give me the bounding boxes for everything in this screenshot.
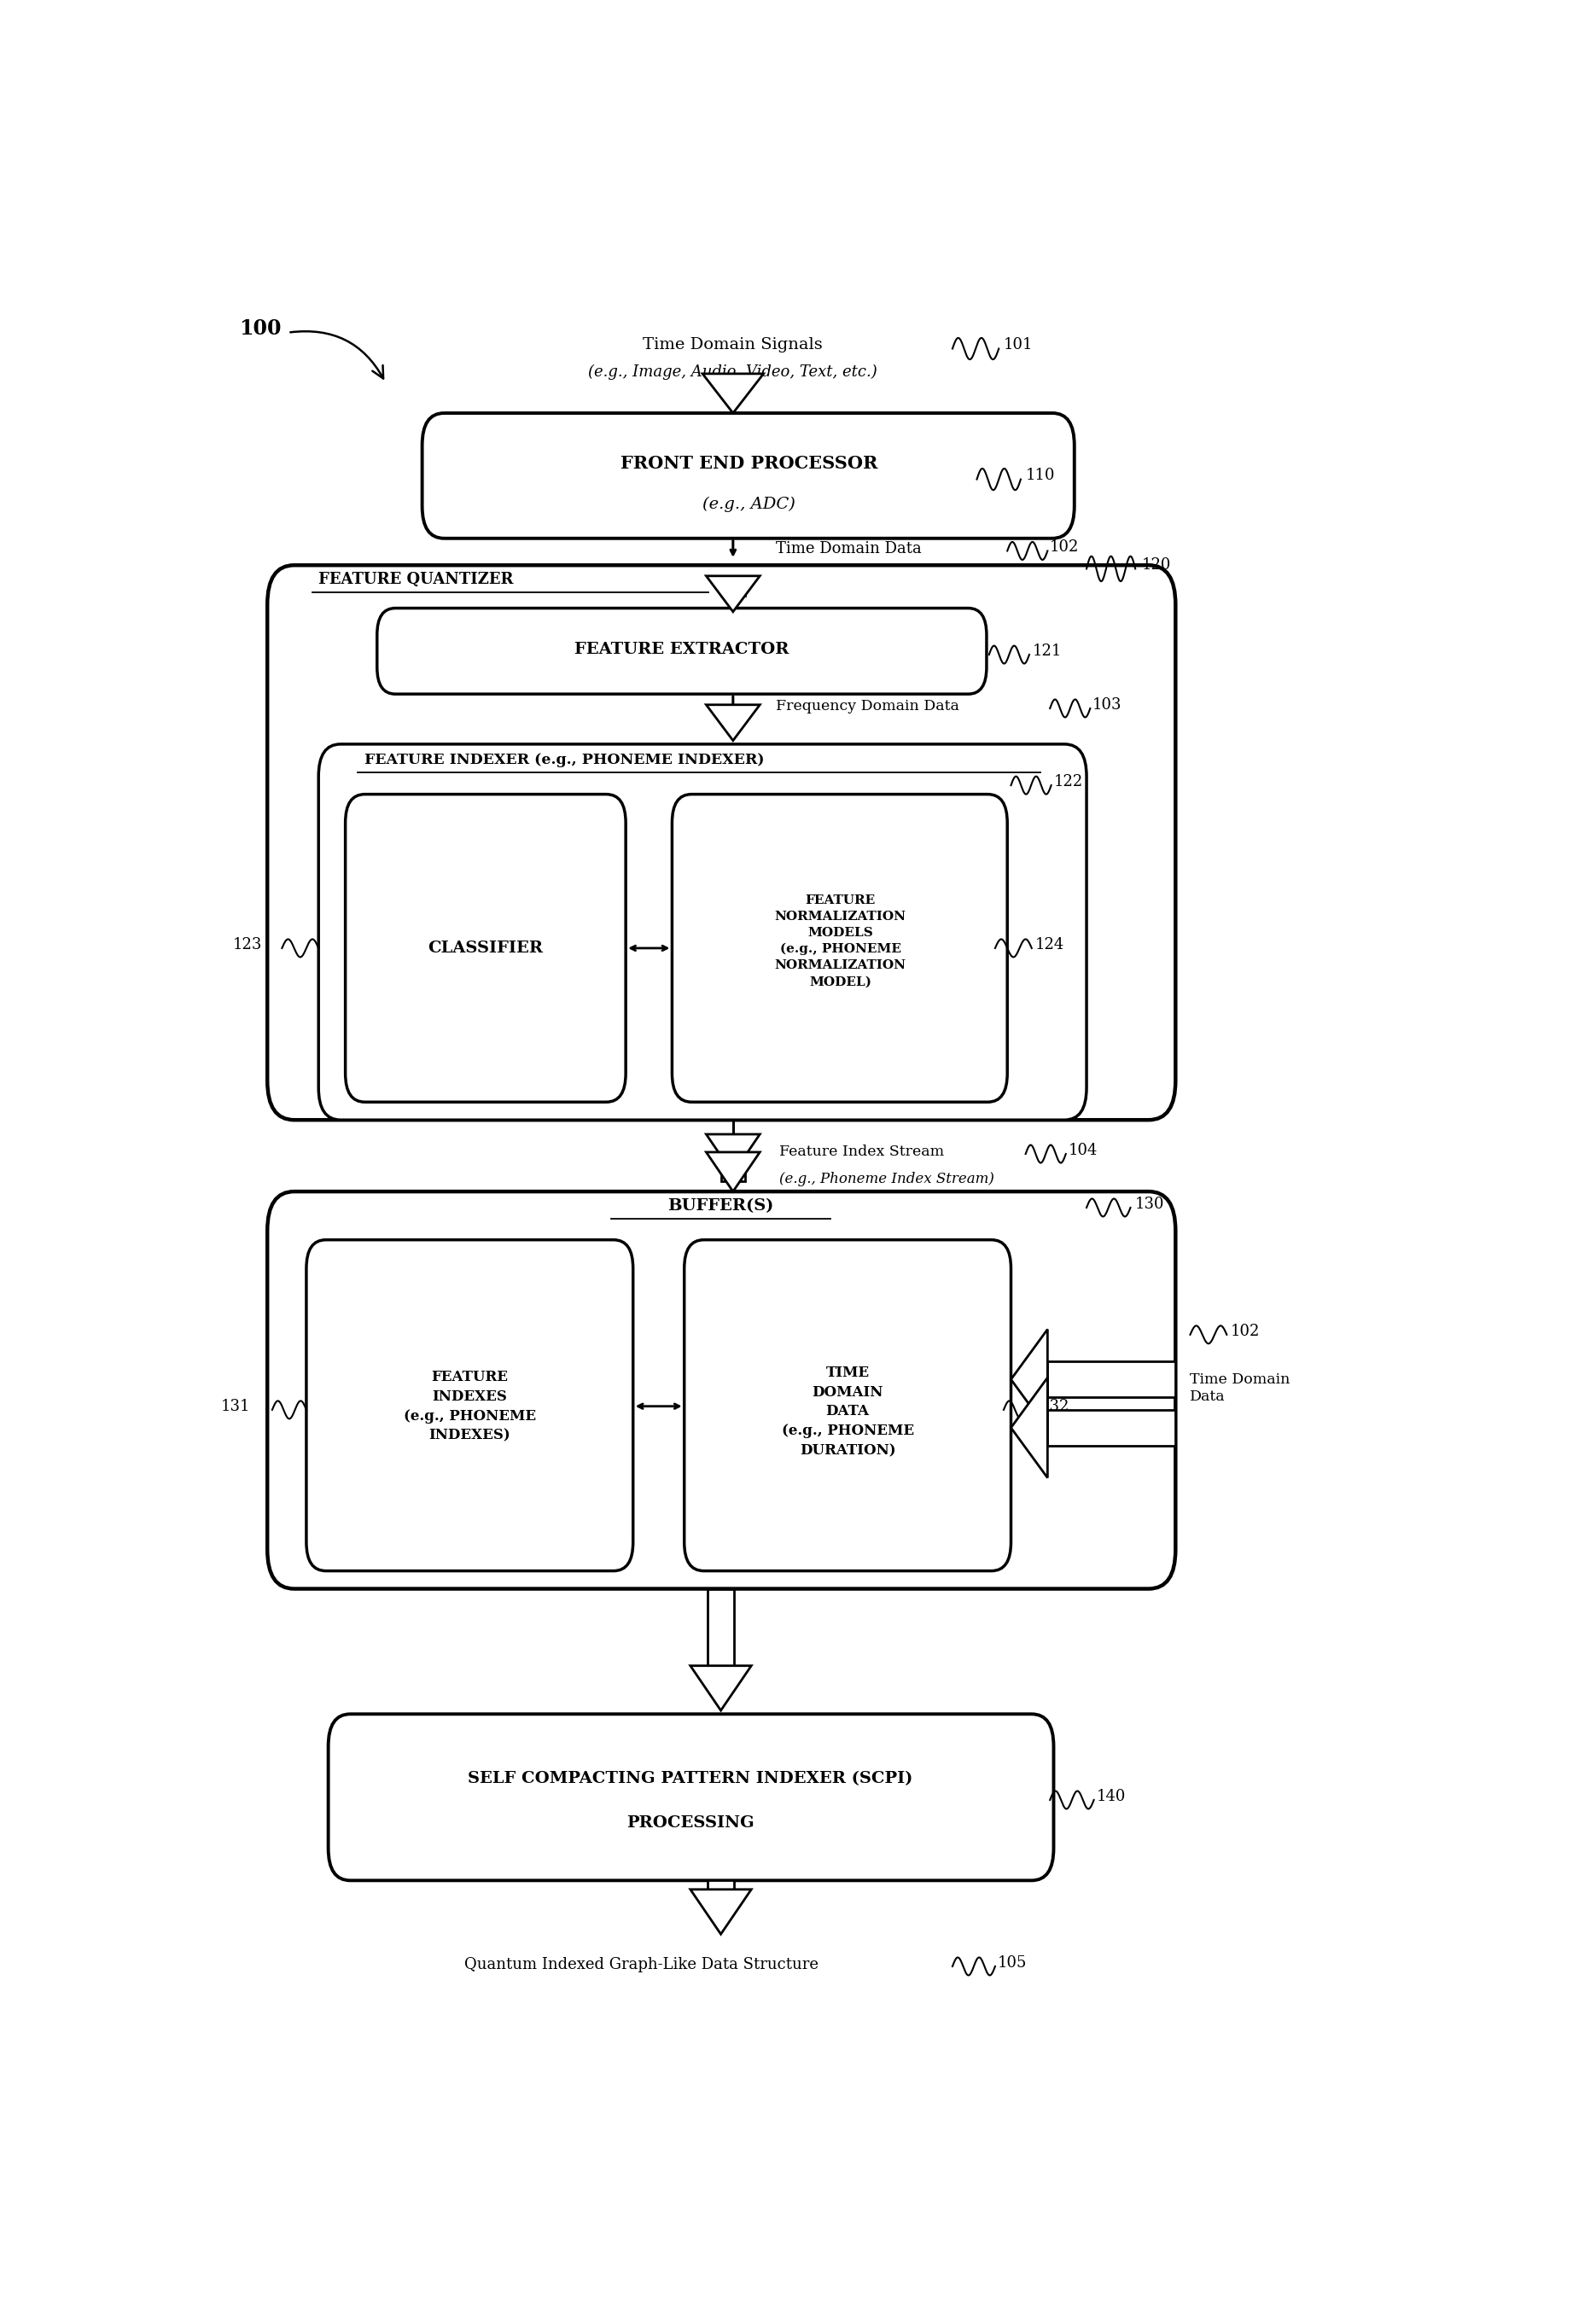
Polygon shape <box>720 1134 746 1146</box>
FancyBboxPatch shape <box>267 565 1175 1120</box>
FancyBboxPatch shape <box>422 414 1074 539</box>
Text: (e.g., ADC): (e.g., ADC) <box>703 497 796 511</box>
Polygon shape <box>706 1153 760 1192</box>
Polygon shape <box>706 1134 760 1174</box>
Text: SELF COMPACTING PATTERN INDEXER (SCPI): SELF COMPACTING PATTERN INDEXER (SCPI) <box>467 1771 912 1787</box>
Text: 110: 110 <box>1026 467 1055 483</box>
FancyBboxPatch shape <box>378 609 986 695</box>
Text: 140: 140 <box>1096 1789 1126 1803</box>
Polygon shape <box>708 1880 735 1889</box>
Polygon shape <box>706 704 760 741</box>
Text: (e.g., Image, Audio, Video, Text, etc.): (e.g., Image, Audio, Video, Text, etc.) <box>588 365 878 379</box>
Text: 123: 123 <box>233 937 263 953</box>
Polygon shape <box>720 576 746 595</box>
Polygon shape <box>708 1590 735 1666</box>
Text: 130: 130 <box>1136 1197 1164 1211</box>
Text: 102: 102 <box>1230 1322 1260 1339</box>
Polygon shape <box>1011 1329 1048 1429</box>
Polygon shape <box>719 374 747 393</box>
Text: 100: 100 <box>239 318 282 339</box>
FancyBboxPatch shape <box>684 1239 1011 1571</box>
Text: FRONT END PROCESSOR: FRONT END PROCESSOR <box>620 456 878 472</box>
Text: Time Domain
Data: Time Domain Data <box>1191 1373 1290 1404</box>
Text: 104: 104 <box>1068 1143 1098 1157</box>
Text: Quantum Indexed Graph-Like Data Structure: Quantum Indexed Graph-Like Data Structur… <box>464 1957 818 1973</box>
Text: 122: 122 <box>1054 774 1082 790</box>
Polygon shape <box>720 704 746 723</box>
Text: 131: 131 <box>220 1399 250 1413</box>
Text: FEATURE
NORMALIZATION
MODELS
(e.g., PHONEME
NORMALIZATION
MODEL): FEATURE NORMALIZATION MODELS (e.g., PHON… <box>774 895 906 988</box>
Text: CLASSIFIER: CLASSIFIER <box>428 941 543 955</box>
Text: 105: 105 <box>997 1954 1027 1971</box>
Text: 103: 103 <box>1093 697 1122 713</box>
Text: PROCESSING: PROCESSING <box>626 1815 753 1831</box>
Text: 102: 102 <box>1051 539 1079 555</box>
Text: 120: 120 <box>1142 558 1170 574</box>
FancyBboxPatch shape <box>329 1715 1054 1880</box>
Polygon shape <box>691 1666 752 1710</box>
Text: 101: 101 <box>1004 337 1033 353</box>
Text: Time Domain Data: Time Domain Data <box>775 541 922 558</box>
FancyBboxPatch shape <box>267 1192 1175 1590</box>
Polygon shape <box>1048 1362 1175 1397</box>
Text: 124: 124 <box>1035 937 1065 953</box>
FancyBboxPatch shape <box>318 744 1087 1120</box>
Text: TIME
DOMAIN
DATA
(e.g., PHONEME
DURATION): TIME DOMAIN DATA (e.g., PHONEME DURATION… <box>782 1367 914 1457</box>
FancyBboxPatch shape <box>307 1239 632 1571</box>
Polygon shape <box>1011 1378 1048 1478</box>
Text: FEATURE INDEXER (e.g., PHONEME INDEXER): FEATURE INDEXER (e.g., PHONEME INDEXER) <box>365 753 764 767</box>
FancyArrowPatch shape <box>291 332 384 379</box>
Text: 132: 132 <box>1040 1399 1070 1413</box>
Polygon shape <box>703 374 763 414</box>
Text: Feature Index Stream: Feature Index Stream <box>779 1146 944 1160</box>
FancyBboxPatch shape <box>672 795 1007 1102</box>
Polygon shape <box>720 1153 746 1181</box>
Text: 121: 121 <box>1033 644 1062 658</box>
Text: FEATURE QUANTIZER: FEATURE QUANTIZER <box>318 572 513 588</box>
Text: Frequency Domain Data: Frequency Domain Data <box>775 700 960 713</box>
Text: BUFFER(S): BUFFER(S) <box>669 1199 774 1213</box>
Polygon shape <box>706 576 760 611</box>
Text: Time Domain Signals: Time Domain Signals <box>643 337 823 353</box>
Text: FEATURE EXTRACTOR: FEATURE EXTRACTOR <box>574 641 790 658</box>
Text: FEATURE
INDEXES
(e.g., PHONEME
INDEXES): FEATURE INDEXES (e.g., PHONEME INDEXES) <box>404 1369 536 1443</box>
Polygon shape <box>691 1889 752 1934</box>
Polygon shape <box>1048 1411 1175 1446</box>
Text: (e.g., Phoneme Index Stream): (e.g., Phoneme Index Stream) <box>779 1171 994 1185</box>
FancyBboxPatch shape <box>346 795 626 1102</box>
